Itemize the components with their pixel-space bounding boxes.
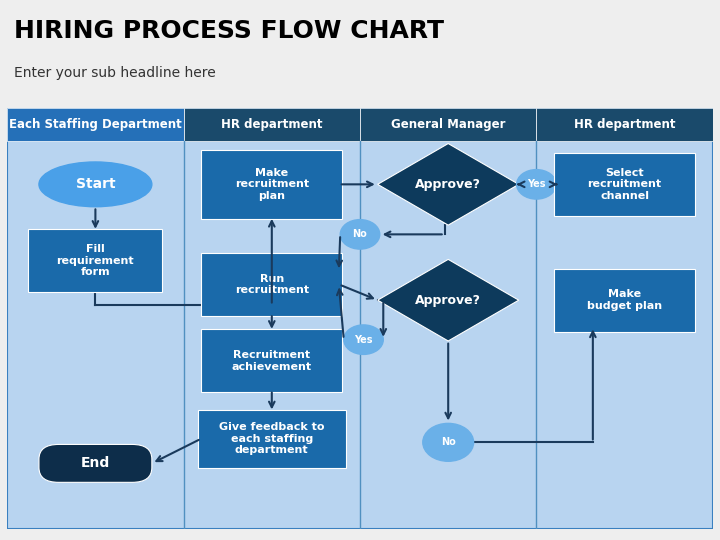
Polygon shape bbox=[377, 259, 518, 341]
Text: Each Staffing Department: Each Staffing Department bbox=[9, 118, 181, 131]
Text: Run
recruitment: Run recruitment bbox=[235, 274, 309, 295]
Text: Fill
requirement
form: Fill requirement form bbox=[57, 244, 134, 277]
Text: Yes: Yes bbox=[527, 179, 546, 190]
Text: Enter your sub headline here: Enter your sub headline here bbox=[14, 66, 216, 80]
FancyBboxPatch shape bbox=[360, 108, 536, 140]
Text: Yes: Yes bbox=[354, 335, 373, 345]
Text: General Manager: General Manager bbox=[391, 118, 505, 131]
Text: HIRING PROCESS FLOW CHART: HIRING PROCESS FLOW CHART bbox=[14, 19, 444, 43]
FancyBboxPatch shape bbox=[201, 253, 343, 316]
FancyBboxPatch shape bbox=[7, 108, 184, 140]
Circle shape bbox=[343, 325, 383, 354]
Text: Make
budget plan: Make budget plan bbox=[587, 289, 662, 311]
Text: Approve?: Approve? bbox=[415, 178, 481, 191]
FancyBboxPatch shape bbox=[554, 153, 696, 216]
FancyBboxPatch shape bbox=[39, 444, 152, 482]
Text: HR department: HR department bbox=[221, 118, 323, 131]
Text: HR department: HR department bbox=[574, 118, 675, 131]
FancyBboxPatch shape bbox=[28, 229, 163, 292]
Text: End: End bbox=[81, 456, 110, 470]
FancyBboxPatch shape bbox=[7, 108, 713, 529]
FancyBboxPatch shape bbox=[554, 268, 696, 332]
Circle shape bbox=[517, 170, 556, 199]
Circle shape bbox=[423, 423, 474, 461]
Text: No: No bbox=[353, 230, 367, 239]
Text: No: No bbox=[441, 437, 456, 447]
FancyBboxPatch shape bbox=[198, 410, 346, 468]
FancyBboxPatch shape bbox=[536, 108, 713, 140]
FancyBboxPatch shape bbox=[201, 150, 343, 219]
FancyBboxPatch shape bbox=[184, 108, 360, 140]
Circle shape bbox=[341, 220, 379, 249]
Text: Make
recruitment
plan: Make recruitment plan bbox=[235, 168, 309, 201]
Ellipse shape bbox=[39, 162, 152, 207]
Text: Select
recruitment
channel: Select recruitment channel bbox=[588, 168, 662, 201]
Text: Give feedback to
each staffing
department: Give feedback to each staffing departmen… bbox=[219, 422, 325, 455]
Text: Recruitment
achievement: Recruitment achievement bbox=[232, 350, 312, 372]
FancyBboxPatch shape bbox=[201, 329, 343, 392]
Text: Start: Start bbox=[76, 177, 115, 191]
Text: Approve?: Approve? bbox=[415, 294, 481, 307]
Polygon shape bbox=[377, 144, 518, 225]
